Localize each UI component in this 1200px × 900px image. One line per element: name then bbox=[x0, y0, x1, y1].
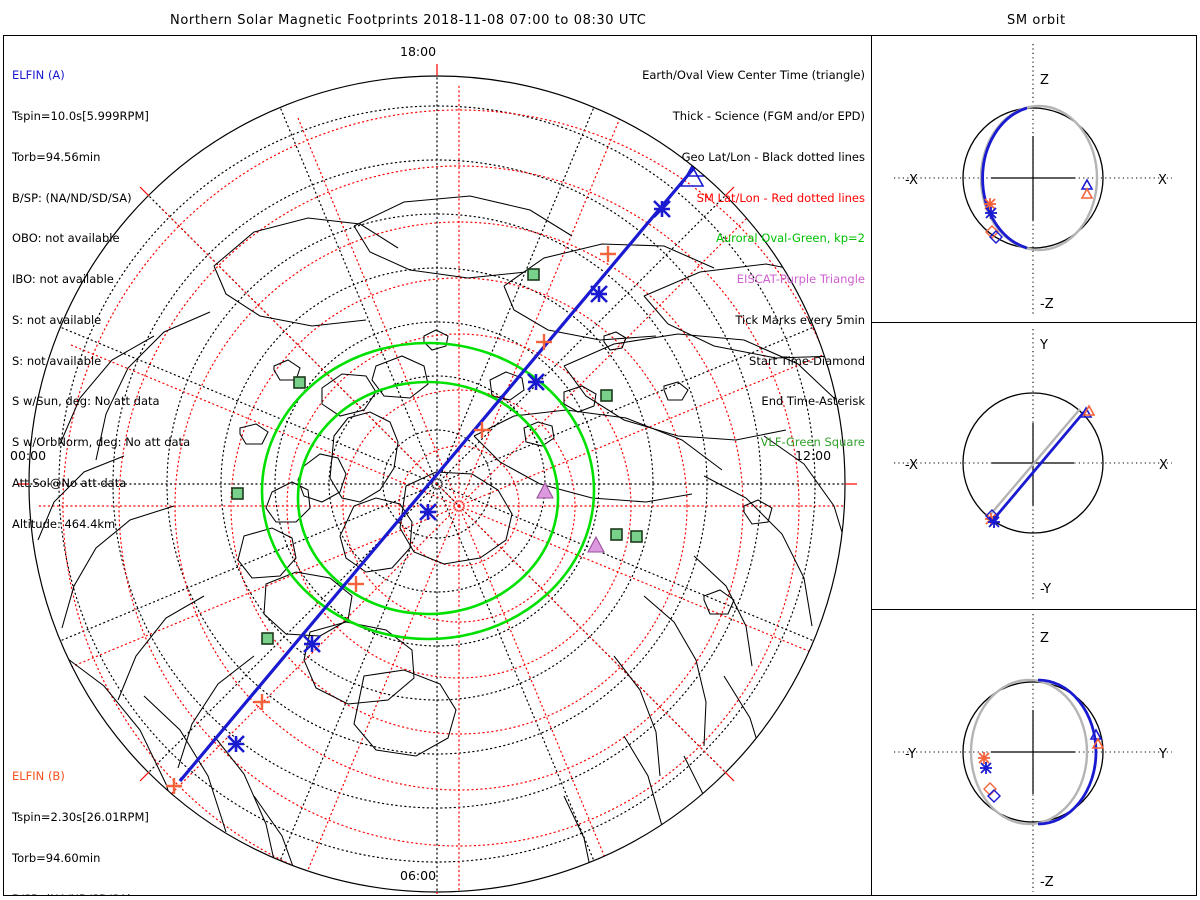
axis-label-x: X bbox=[1159, 458, 1168, 473]
page-title: Northern Solar Magnetic Footprints 2018-… bbox=[170, 13, 647, 28]
eiscat-triangle bbox=[587, 535, 605, 553]
elfin-a-line: Att.Sol@No att data bbox=[12, 476, 127, 490]
view-center-triangle-blue bbox=[1079, 406, 1093, 418]
axis-label-neg-x: -X bbox=[905, 173, 918, 188]
axis-label-neg-y: -Y bbox=[905, 747, 916, 762]
elfin-b-header: ELFIN (B) bbox=[12, 769, 65, 784]
elfin-a-line: IBO: not available bbox=[12, 272, 114, 287]
orbit-grey bbox=[979, 104, 1099, 252]
clock-label-00: 00:00 bbox=[10, 448, 47, 463]
axis-label-z: Z bbox=[1040, 631, 1049, 646]
earth-circle bbox=[962, 392, 1104, 534]
auroral-oval-group bbox=[260, 341, 596, 641]
orbit-blue bbox=[991, 411, 1086, 521]
elfin-a-line: S: not available bbox=[12, 312, 102, 327]
earth-circle bbox=[962, 107, 1104, 249]
sm-orbit-panel[interactable]: -X X Z -Z bbox=[872, 35, 1197, 896]
elfin-a-line: S w/Sun, deg: No att data bbox=[12, 394, 160, 409]
legend-item: Thick - Science (FGM and/or EPD) bbox=[672, 108, 865, 123]
clock-label-12: 12:00 bbox=[795, 448, 832, 463]
elfin-a-line: S: not available bbox=[12, 353, 102, 368]
elfin-b-line: Tspin=2.30s[26.01RPM] bbox=[12, 809, 149, 824]
vlf-square bbox=[630, 530, 643, 543]
elfin-b-info-block: ELFIN (B) Tspin=2.30s[26.01RPM] Torb=94.… bbox=[12, 743, 190, 895]
orbit-grey bbox=[969, 678, 1089, 826]
view-center-triangle-blue bbox=[1089, 728, 1103, 740]
vlf-square bbox=[231, 487, 244, 500]
orbit-blue bbox=[1037, 678, 1098, 826]
axis-label-neg-z: -Z bbox=[1040, 875, 1054, 890]
end-time-asterisk-orange bbox=[978, 752, 990, 764]
axis-label-neg-x: -X bbox=[905, 458, 918, 473]
vlf-square bbox=[261, 632, 274, 645]
axis-label-x: X bbox=[1158, 173, 1167, 188]
track-tick-marks bbox=[143, 200, 671, 815]
start-time-diamond-blue bbox=[985, 509, 999, 523]
legend-item: VLF-Green Square bbox=[760, 435, 865, 450]
legend-item: Tick Marks every 5min bbox=[735, 312, 865, 327]
elfin-a-info-block: ELFIN (A) Tspin=10.0s[5.999RPM] Torb=94.… bbox=[12, 42, 190, 559]
vlf-square bbox=[610, 528, 623, 541]
end-time-asterisk-orange bbox=[984, 198, 996, 210]
elfin-a-line: Torb=94.56min bbox=[12, 149, 101, 164]
view-center-triangle-orange bbox=[1091, 737, 1105, 749]
start-time-diamond-orange bbox=[983, 782, 997, 796]
legend-item: End Time-Asterisk bbox=[761, 394, 865, 409]
clock-label-18: 18:00 bbox=[400, 44, 437, 59]
view-center-triangle-orange bbox=[1082, 404, 1096, 416]
view-center-triangle-orange bbox=[1080, 187, 1094, 199]
elfin-b-line: B/SP: (NA/ND/SD/SA) bbox=[12, 892, 190, 895]
auroral-oval-outer bbox=[260, 341, 596, 641]
legend-item: Earth/Oval View Center Time (triangle) bbox=[642, 68, 865, 83]
end-time-asterisk-blue bbox=[988, 516, 1000, 528]
end-time-asterisk-blue bbox=[985, 207, 997, 219]
elfin-a-header: ELFIN (A) bbox=[12, 68, 65, 83]
orbit-view-xz[interactable]: -X X Z -Z bbox=[872, 36, 1196, 323]
orbit-view-yz[interactable]: -Y Y Z -Z bbox=[872, 610, 1196, 895]
spacecraft-ground-track bbox=[178, 154, 706, 783]
legend-item: Auroral Oval-Green, kp=2 bbox=[715, 231, 865, 246]
elfin-a-line: Altitude: 464.4km bbox=[12, 516, 116, 531]
elfin-a-line: B/SP: (NA/ND/SD/SA) bbox=[12, 190, 132, 205]
orbit-grey bbox=[989, 408, 1081, 516]
orbit-view-xy[interactable]: -X X Y -Y bbox=[872, 323, 1196, 610]
sm-longitude-lines bbox=[38, 85, 845, 892]
polar-plot-svg[interactable] bbox=[4, 36, 870, 894]
start-time-diamond-orange bbox=[985, 225, 999, 239]
axis-label-y: Y bbox=[1039, 338, 1048, 353]
axis-label-neg-z: -Z bbox=[1040, 297, 1054, 312]
clock-label-06: 06:00 bbox=[400, 868, 437, 883]
legend-item: Start Time-Diamond bbox=[749, 353, 865, 368]
elfin-b-line: Torb=94.60min bbox=[12, 850, 101, 865]
legend-item: EISCAT-Purple Triangle bbox=[736, 272, 865, 287]
orbit-panel-title: SM orbit bbox=[1007, 13, 1066, 28]
vlf-station-markers bbox=[231, 268, 643, 645]
model-credit-block: Tsyganenko-1996 Created: Sun Jan 29 10:0… bbox=[676, 891, 871, 895]
vlf-square bbox=[293, 376, 306, 389]
axis-label-y: Y bbox=[1158, 747, 1167, 762]
start-time-diamond-blue bbox=[989, 230, 1003, 244]
eiscat-station-markers bbox=[536, 481, 605, 553]
eiscat-triangle bbox=[536, 481, 554, 499]
elfin-a-line: OBO: not available bbox=[12, 231, 120, 246]
vlf-square bbox=[600, 389, 613, 402]
auroral-oval-inner bbox=[296, 380, 560, 616]
elfin-a-line: S w/OrbNorm, deg: No att data bbox=[12, 435, 191, 450]
legend-item: SM Lat/Lon - Red dotted lines bbox=[696, 190, 865, 205]
plot-legend: Earth/Oval View Center Time (triangle) T… bbox=[642, 42, 865, 477]
polar-footprint-panel[interactable]: 18:00 12:00 06:00 00:00 ELFIN (A) Tspin=… bbox=[3, 35, 872, 896]
elfin-a-line: Tspin=10.0s[5.999RPM] bbox=[12, 108, 149, 123]
axis-label-neg-y: -Y bbox=[1040, 582, 1051, 597]
earth-circle bbox=[962, 681, 1104, 823]
start-time-diamond-blue bbox=[987, 789, 1001, 803]
axis-label-z: Z bbox=[1040, 73, 1049, 88]
disc-frame-ticks bbox=[17, 64, 857, 894]
legend-item: Geo Lat/Lon - Black dotted lines bbox=[681, 149, 865, 164]
vlf-square bbox=[527, 268, 540, 281]
end-time-asterisk-blue bbox=[980, 762, 992, 774]
orbit-blue bbox=[981, 106, 1028, 250]
